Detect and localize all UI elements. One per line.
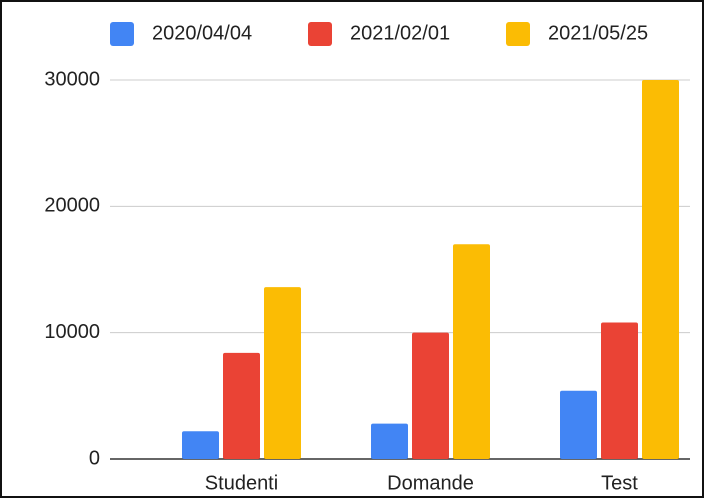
x-tick-label: Test bbox=[601, 472, 638, 494]
y-tick-label: 20000 bbox=[44, 195, 100, 217]
bar bbox=[223, 352, 260, 459]
x-tick-label: Domande bbox=[387, 472, 474, 494]
bar bbox=[560, 390, 597, 459]
legend-swatch bbox=[308, 22, 332, 46]
bar bbox=[371, 423, 408, 459]
bar bbox=[601, 322, 638, 459]
y-tick-label: 30000 bbox=[44, 68, 100, 90]
y-tick-label: 10000 bbox=[44, 321, 100, 343]
legend-swatch bbox=[110, 22, 134, 46]
bar bbox=[642, 80, 679, 459]
bar bbox=[453, 244, 490, 459]
bar bbox=[412, 332, 449, 459]
bar bbox=[264, 287, 301, 459]
y-tick-label: 0 bbox=[89, 447, 100, 469]
legend-label: 2020/04/04 bbox=[152, 22, 252, 44]
legend-label: 2021/05/25 bbox=[548, 22, 648, 44]
x-tick-label: Studenti bbox=[205, 472, 278, 494]
legend-swatch bbox=[506, 22, 530, 46]
legend-label: 2021/02/01 bbox=[350, 22, 450, 44]
bar bbox=[182, 431, 219, 459]
